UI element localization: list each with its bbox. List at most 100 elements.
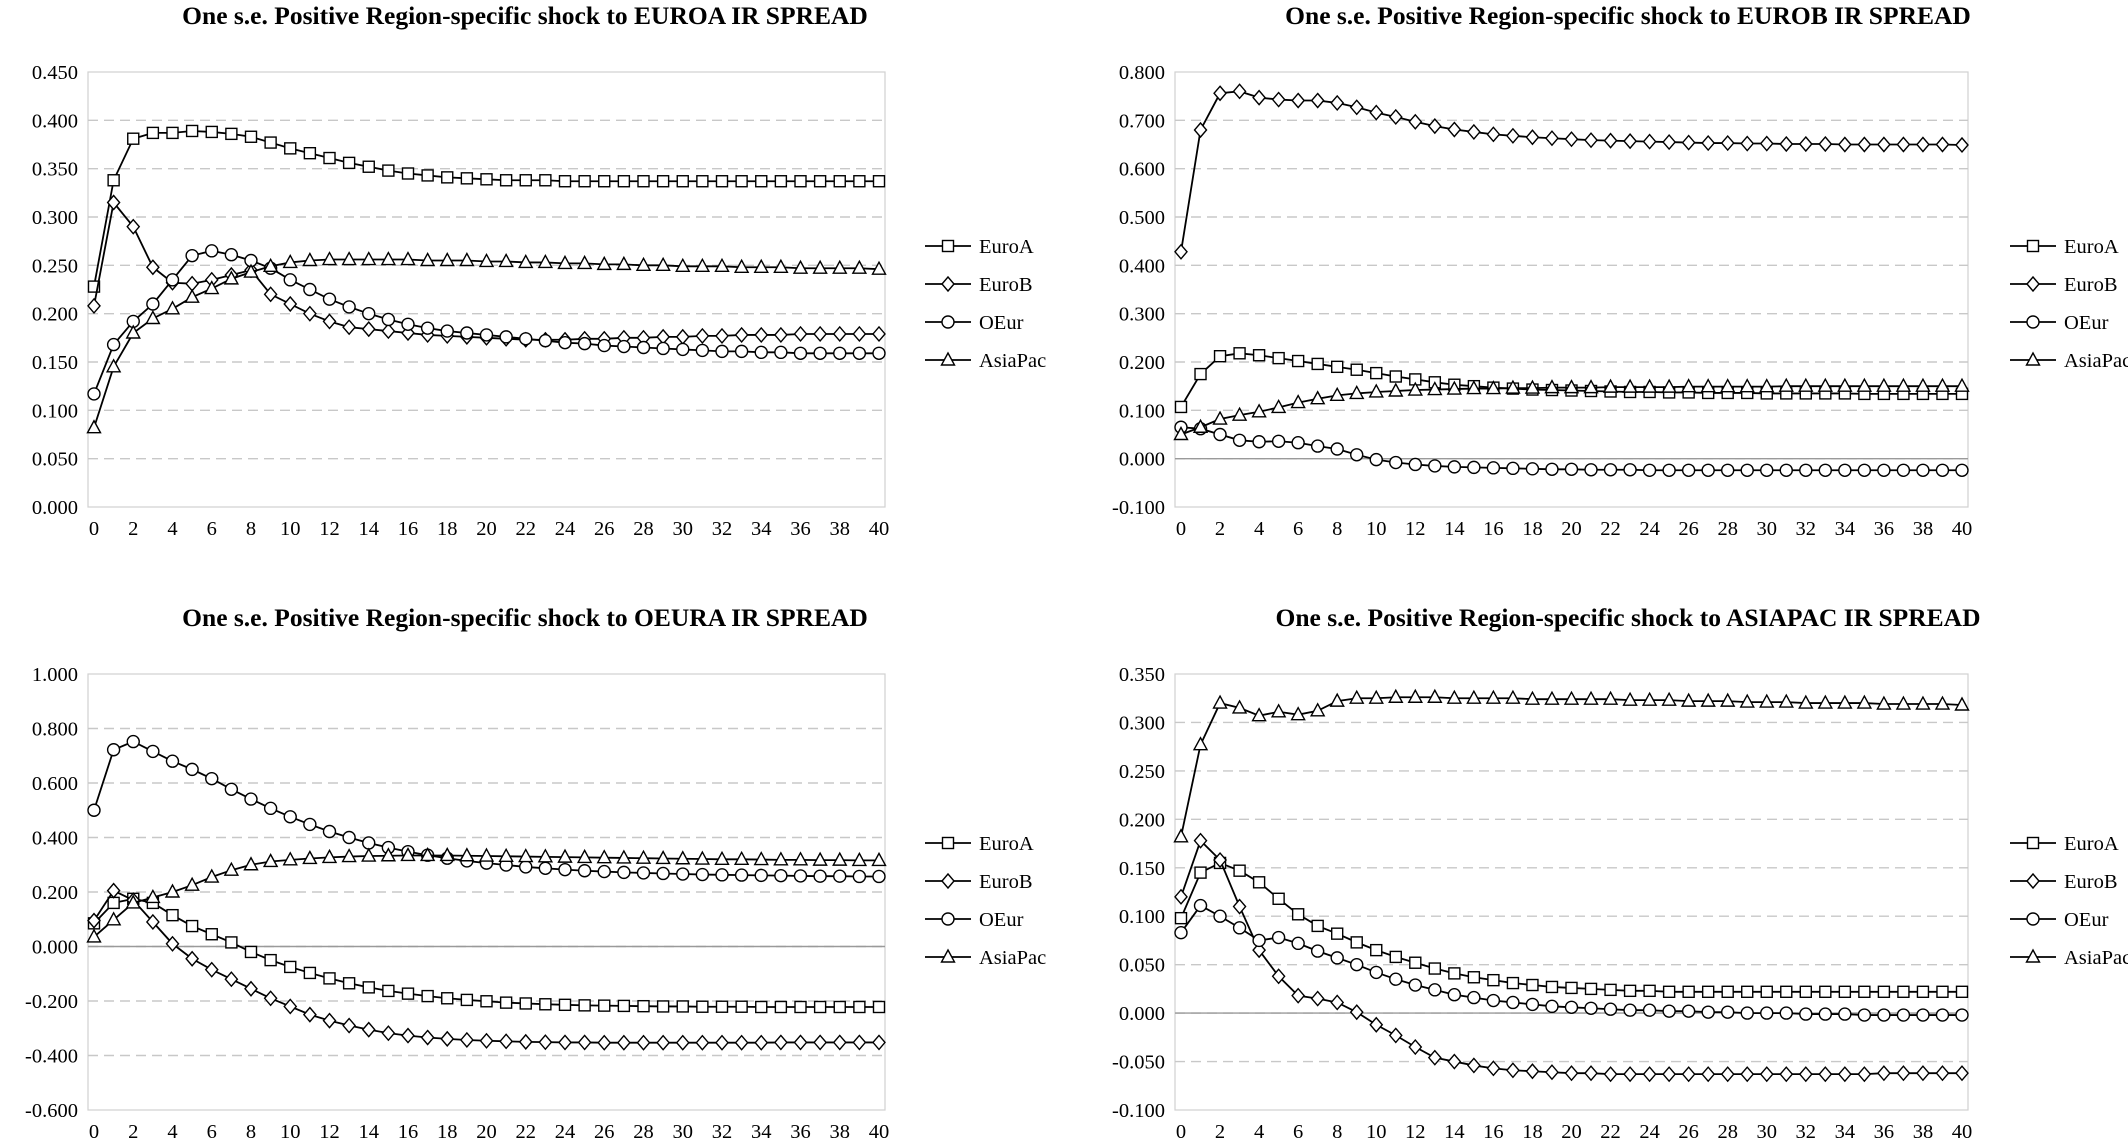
data-point	[1486, 1060, 1501, 1077]
data-point	[382, 164, 395, 177]
data-point	[105, 358, 122, 373]
data-point	[1525, 129, 1540, 146]
data-point	[1466, 380, 1482, 395]
data-point	[1838, 1007, 1852, 1021]
data-point	[1584, 132, 1598, 149]
data-point	[1897, 985, 1910, 998]
data-point	[165, 754, 180, 768]
data-point	[1389, 950, 1402, 964]
data-point	[1564, 131, 1579, 148]
x-tick-label: 20	[1561, 518, 1582, 540]
data-point	[1174, 243, 1188, 260]
x-tick-label: 38	[830, 1121, 851, 1142]
data-point	[617, 175, 631, 188]
data-point	[715, 344, 729, 359]
data-point	[1506, 127, 1520, 144]
legend-marker	[941, 315, 955, 329]
data-point	[1446, 380, 1463, 395]
data-point	[597, 1034, 612, 1051]
data-point	[166, 908, 179, 922]
data-point	[1506, 995, 1520, 1010]
data-point	[1310, 92, 1325, 109]
data-point	[1349, 384, 1365, 400]
data-point	[715, 1000, 729, 1013]
data-point	[106, 882, 121, 899]
data-point	[558, 335, 572, 350]
data-point	[1310, 990, 1325, 1007]
x-tick-label: 34	[751, 1121, 772, 1142]
data-point	[793, 325, 808, 343]
data-point	[1174, 911, 1188, 925]
data-point	[205, 244, 219, 258]
data-point	[87, 387, 101, 401]
data-point	[537, 253, 554, 269]
data-point	[1271, 434, 1286, 448]
data-point	[1486, 461, 1501, 475]
data-point	[1584, 982, 1598, 996]
data-point	[832, 325, 847, 343]
data-point	[519, 997, 532, 1010]
data-point	[852, 325, 867, 343]
data-point	[1662, 1066, 1677, 1083]
data-point	[362, 160, 375, 173]
data-point	[342, 830, 356, 845]
y-tick-label: 0.400	[1119, 255, 1165, 277]
data-point	[833, 869, 847, 883]
plot-area	[1174, 673, 1969, 1111]
data-point	[165, 273, 180, 287]
legend-marker	[2026, 912, 2040, 926]
data-point	[283, 295, 298, 313]
data-point	[145, 888, 161, 904]
series-oeur	[1174, 898, 1969, 1022]
y-tick-label: 0.800	[32, 719, 78, 741]
series-asiapac	[1173, 688, 1970, 843]
data-point	[1779, 1066, 1794, 1083]
data-point	[440, 324, 454, 338]
data-point	[125, 894, 141, 909]
data-point	[1779, 1006, 1793, 1020]
chart-panel: One s.e. Positive Region-specific shock …	[25, 603, 1046, 1142]
data-point	[1857, 136, 1872, 153]
data-point	[361, 321, 376, 338]
legend-label: EuroB	[2064, 871, 2118, 893]
data-point	[696, 175, 709, 188]
data-point	[1174, 925, 1188, 940]
data-point	[205, 928, 218, 941]
x-tick-label: 40	[869, 1121, 890, 1142]
data-point	[421, 989, 434, 1003]
data-point	[87, 280, 101, 293]
data-point	[1369, 104, 1384, 121]
data-point	[341, 251, 357, 266]
data-point	[1173, 426, 1189, 441]
data-point	[1252, 89, 1267, 106]
data-point	[145, 913, 160, 931]
data-point	[302, 305, 317, 322]
data-point	[323, 972, 336, 985]
data-point	[519, 174, 532, 187]
series-oeur	[1174, 420, 1969, 477]
data-point	[872, 175, 886, 188]
data-point	[1584, 463, 1598, 477]
data-point	[1642, 1003, 1657, 1017]
data-point	[1876, 136, 1891, 153]
x-tick-label: 36	[790, 518, 811, 540]
x-tick-label: 26	[1678, 1121, 1699, 1142]
y-tick-label: 0.200	[1119, 352, 1165, 374]
data-point	[1408, 1038, 1423, 1056]
data-point	[872, 346, 886, 360]
data-point	[205, 125, 218, 139]
data-point	[1564, 1065, 1579, 1082]
data-point	[1447, 1053, 1462, 1070]
legend-marker	[941, 275, 955, 293]
legend-marker	[941, 912, 955, 926]
x-tick-label: 6	[207, 518, 217, 540]
data-point	[1759, 378, 1775, 393]
data-point	[322, 824, 337, 839]
data-point	[185, 248, 199, 263]
data-point	[1877, 985, 1891, 998]
data-point	[1838, 463, 1852, 477]
x-tick-label: 36	[790, 1121, 811, 1142]
x-tick-label: 12	[319, 518, 340, 540]
data-point	[656, 1000, 670, 1013]
data-point	[1213, 350, 1227, 363]
